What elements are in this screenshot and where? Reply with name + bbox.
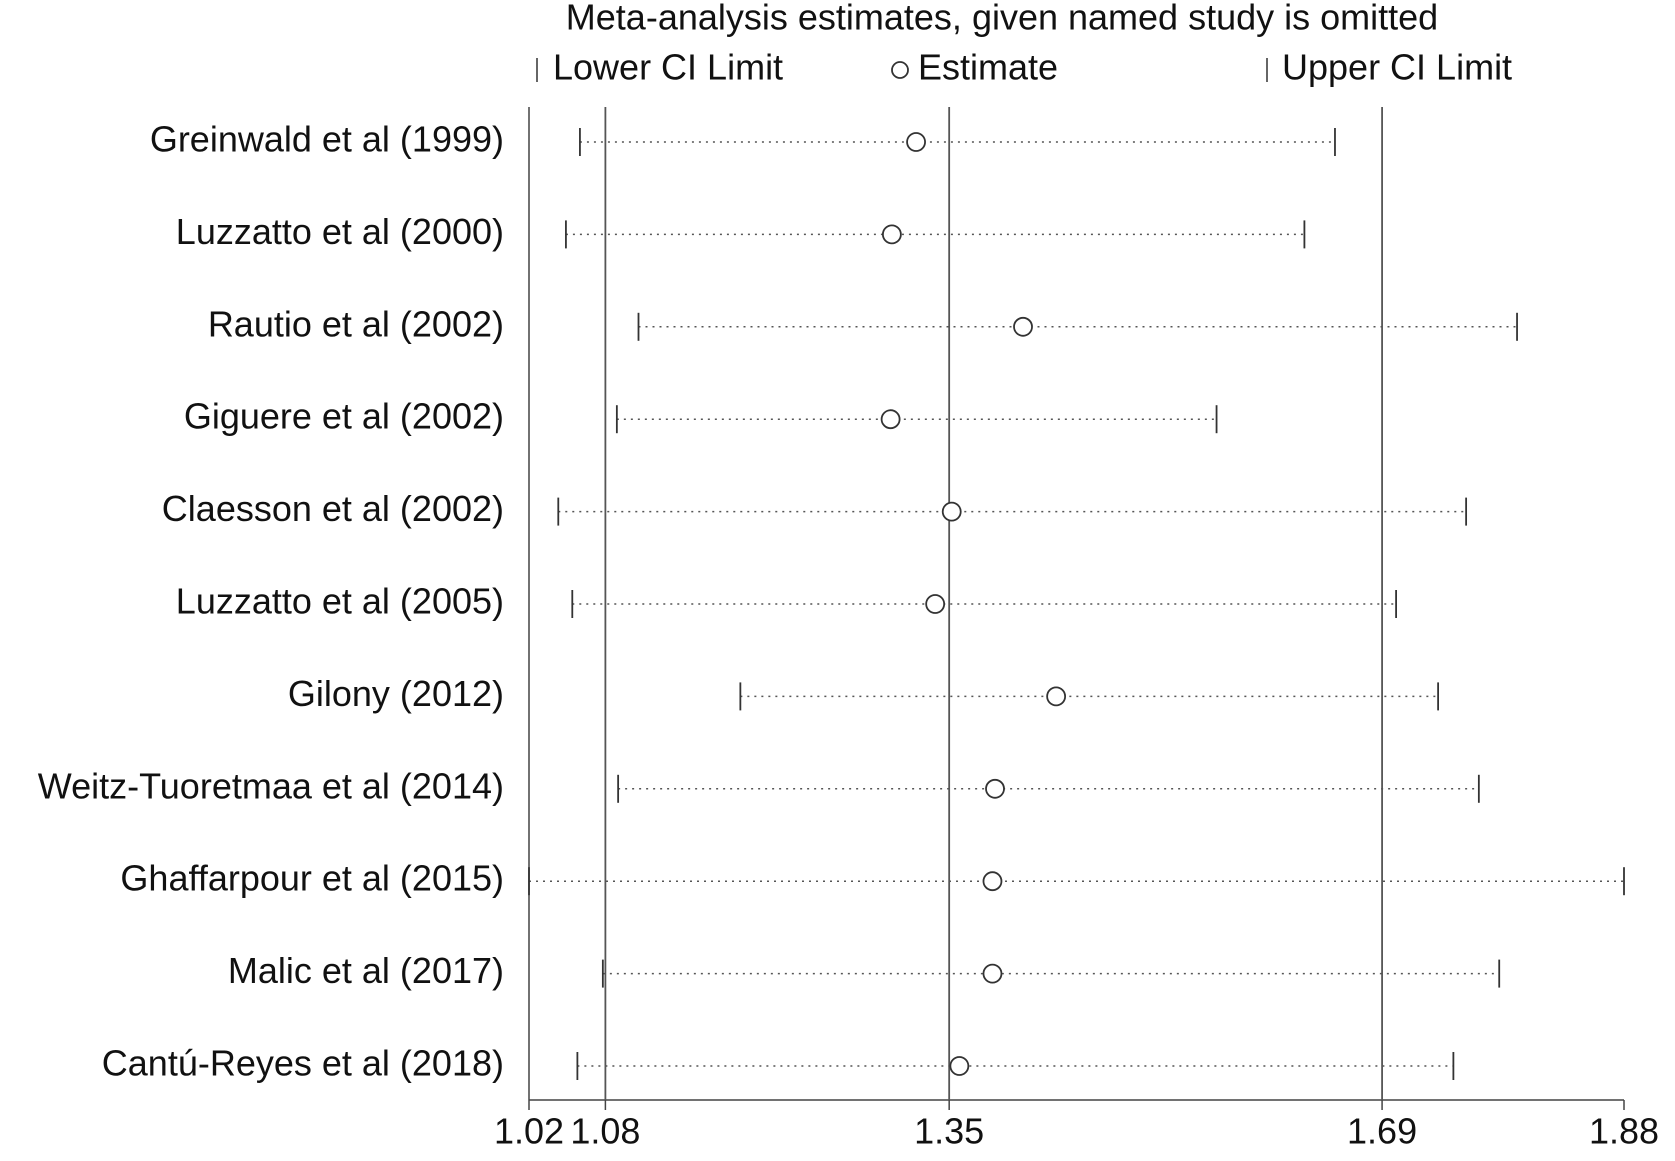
study-label: Rautio et al (2002) (208, 303, 504, 344)
study-label: Luzzatto et al (2005) (176, 581, 504, 622)
study-label: Greinwald et al (1999) (150, 119, 504, 160)
legend-label: Upper CI Limit (1282, 47, 1512, 88)
estimate-marker (982, 963, 1003, 984)
x-tick-label: 1.69 (1347, 1111, 1417, 1152)
estimate-marker (881, 224, 902, 245)
x-tick-label: 1.08 (570, 1111, 640, 1152)
estimate-marker (1013, 316, 1033, 337)
study-label: Luzzatto et al (2000) (176, 211, 504, 252)
estimate-marker (982, 871, 1003, 892)
study-label: Ghaffarpour et al (2015) (120, 858, 504, 899)
x-tick-label: 1.88 (1589, 1111, 1659, 1152)
estimate-marker (880, 409, 901, 430)
legend-label: Estimate (918, 47, 1058, 88)
legend-label: Lower CI Limit (553, 47, 783, 88)
study-label: Cantú-Reyes et al (2018) (102, 1043, 504, 1084)
estimate-marker (949, 1056, 970, 1076)
estimate-marker (941, 501, 962, 522)
chart-title: Meta-analysis estimates, given named stu… (566, 0, 1438, 38)
legend-symbol (891, 61, 909, 79)
x-tick-label: 1.02 (494, 1111, 564, 1152)
estimate-marker (906, 132, 926, 152)
x-tick-label: 1.35 (914, 1111, 984, 1152)
estimate-marker (985, 778, 1005, 799)
study-label: Malic et al (2017) (228, 950, 504, 991)
study-label: Giguere et al (2002) (184, 396, 504, 437)
study-label: Gilony (2012) (288, 673, 504, 714)
estimate-marker (925, 594, 946, 614)
estimate-marker (1046, 686, 1067, 707)
study-label: Weitz-Tuoretmaa et al (2014) (38, 765, 504, 806)
study-label: Claesson et al (2002) (162, 488, 504, 529)
